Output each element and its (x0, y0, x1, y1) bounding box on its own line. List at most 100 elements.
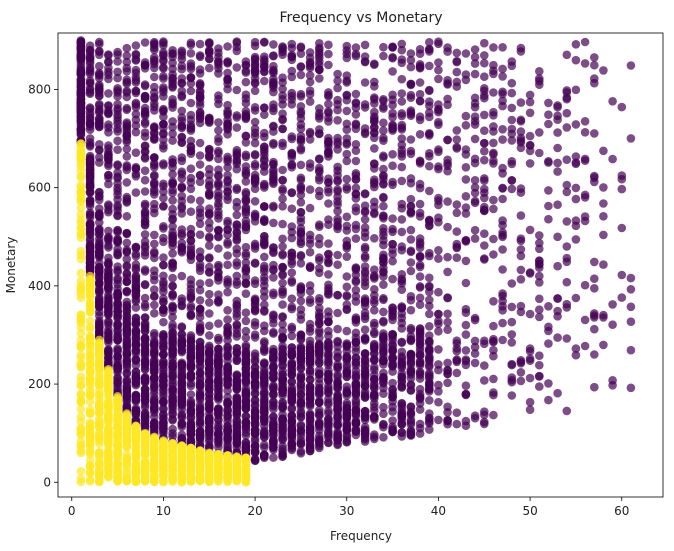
purple-point (250, 128, 260, 138)
purple-point (131, 327, 141, 336)
purple-point (315, 255, 324, 265)
purple-point (296, 239, 306, 249)
purple-point (104, 89, 113, 98)
purple-point (186, 390, 196, 399)
purple-point (159, 396, 168, 406)
purple-point (214, 146, 223, 156)
purple-point (131, 260, 141, 269)
purple-point (452, 57, 462, 67)
purple-point (342, 156, 352, 166)
purple-point (315, 173, 324, 182)
purple-point (195, 324, 205, 334)
purple-point (287, 55, 297, 65)
purple-point (544, 110, 553, 119)
purple-point (223, 240, 232, 249)
purple-point (351, 370, 361, 379)
purple-point (260, 103, 269, 112)
purple-point (287, 351, 297, 361)
purple-point (287, 227, 297, 237)
purple-point (195, 204, 205, 214)
purple-point (461, 381, 471, 391)
purple-point (140, 313, 150, 322)
purple-point (95, 84, 104, 93)
purple-point (379, 214, 388, 223)
purple-point (379, 118, 388, 128)
purple-point (241, 166, 251, 176)
purple-point (205, 182, 214, 192)
purple-point (461, 121, 471, 130)
purple-point (159, 381, 168, 391)
purple-point (232, 148, 242, 157)
purple-point (269, 397, 278, 407)
purple-point (76, 47, 86, 57)
purple-point (186, 86, 196, 96)
purple-point (150, 208, 159, 218)
purple-point (498, 125, 507, 134)
purple-point (85, 140, 95, 150)
purple-point (406, 194, 416, 204)
purple-point (333, 133, 342, 143)
purple-point (168, 306, 177, 316)
purple-point (232, 249, 242, 258)
purple-point (241, 316, 251, 326)
purple-point (489, 69, 498, 79)
purple-point (379, 136, 388, 145)
purple-point (599, 260, 608, 269)
purple-point (250, 351, 260, 361)
purple-point (305, 401, 315, 411)
purple-point (599, 183, 608, 192)
purple-point (113, 119, 122, 129)
purple-point (370, 321, 379, 330)
purple-point (553, 111, 562, 121)
purple-point (397, 97, 407, 106)
purple-point (452, 344, 462, 353)
purple-point (296, 62, 306, 71)
purple-point (315, 186, 324, 196)
purple-point (269, 40, 278, 49)
purple-point (425, 97, 434, 106)
purple-point (195, 253, 205, 262)
purple-point (250, 55, 260, 65)
purple-point (333, 382, 342, 392)
purple-point (379, 272, 388, 281)
yellow-point (76, 268, 86, 278)
purple-point (278, 326, 287, 336)
purple-point (415, 343, 425, 352)
purple-point (250, 138, 260, 148)
purple-point (571, 183, 581, 193)
purple-point (434, 100, 443, 109)
purple-point (269, 419, 278, 429)
purple-point (186, 293, 196, 303)
purple-point (315, 297, 324, 306)
purple-point (562, 180, 572, 190)
purple-point (342, 437, 352, 447)
yellow-point (85, 397, 95, 407)
purple-point (425, 38, 434, 47)
purple-point (186, 429, 196, 439)
purple-point (379, 389, 388, 399)
purple-point (241, 187, 251, 197)
yellow-point (85, 409, 95, 418)
purple-point (351, 358, 361, 367)
purple-point (104, 120, 113, 129)
purple-point (388, 100, 397, 110)
purple-point (498, 96, 507, 106)
purple-point (397, 39, 407, 49)
purple-point (140, 333, 150, 343)
purple-point (516, 115, 526, 125)
purple-point (406, 266, 416, 276)
purple-point (617, 293, 627, 302)
purple-point (131, 272, 141, 282)
purple-point (388, 307, 397, 317)
purple-point (525, 373, 535, 383)
purple-point (168, 155, 177, 164)
purple-point (360, 437, 370, 446)
purple-point (525, 347, 535, 356)
purple-point (342, 292, 352, 301)
purple-point (489, 88, 498, 97)
purple-point (397, 302, 407, 311)
purple-point (195, 230, 205, 239)
purple-point (370, 144, 379, 153)
purple-point (168, 58, 177, 68)
purple-point (553, 312, 562, 321)
